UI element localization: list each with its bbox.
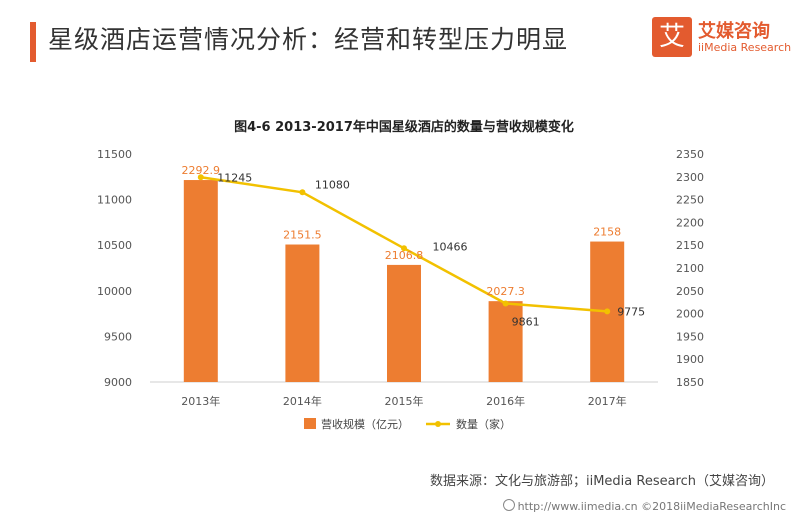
line-point bbox=[401, 245, 407, 252]
line-value-label: 11245 bbox=[217, 171, 252, 184]
right-axis-tick: 2250 bbox=[676, 194, 704, 207]
bar bbox=[285, 244, 320, 382]
watermark: http://www.iimedia.cn ©2018iiMediaResear… bbox=[502, 499, 786, 513]
x-axis-tick: 2014年 bbox=[283, 394, 322, 408]
legend-bar-swatch bbox=[304, 418, 316, 429]
bar bbox=[387, 264, 421, 382]
left-axis-tick: 11500 bbox=[97, 148, 132, 161]
brand-logo: 艾 艾媒咨询 iiMedia Research bbox=[652, 17, 792, 63]
right-axis-tick: 2300 bbox=[676, 171, 704, 184]
x-axis-tick: 2015年 bbox=[385, 394, 424, 408]
legend-line-label: 数量（家） bbox=[456, 417, 511, 431]
legend-bar-label: 营收规模（亿元） bbox=[321, 417, 409, 431]
x-axis-tick: 2016年 bbox=[486, 394, 525, 408]
page-title: 星级酒店运营情况分析：经营和转型压力明显 bbox=[48, 25, 569, 54]
line-value-label: 10466 bbox=[433, 240, 468, 253]
left-axis-tick: 9500 bbox=[104, 330, 132, 343]
line-value-label: 11080 bbox=[315, 178, 350, 191]
bar bbox=[183, 180, 218, 382]
right-axis-tick: 2100 bbox=[676, 262, 704, 275]
line-value-label: 9775 bbox=[617, 305, 645, 318]
bar bbox=[488, 301, 523, 382]
watermark-text: http://www.iimedia.cn ©2018iiMediaResear… bbox=[517, 500, 786, 513]
x-axis-tick: 2017年 bbox=[588, 394, 627, 408]
right-axis-tick: 2150 bbox=[676, 239, 704, 252]
line-value-label: 9861 bbox=[512, 315, 540, 328]
data-source: 数据来源：文化与旅游部；iiMedia Research（艾媒咨询） bbox=[429, 474, 774, 489]
line-point bbox=[299, 189, 306, 196]
right-axis-tick: 2050 bbox=[676, 285, 704, 298]
right-axis-tick: 1850 bbox=[676, 376, 704, 389]
title-accent-bar bbox=[30, 22, 36, 62]
bar-value-label: 2027.3 bbox=[486, 285, 525, 298]
chart-title: 图4-6 2013-2017年中国星级酒店的数量与营收规模变化 bbox=[234, 119, 574, 135]
line-point bbox=[604, 308, 611, 315]
link-icon bbox=[502, 499, 515, 511]
left-axis-tick: 10000 bbox=[97, 285, 132, 298]
bar-value-label: 2292.9 bbox=[182, 164, 221, 177]
x-axis-tick: 2013年 bbox=[181, 394, 220, 408]
right-axis-tick: 1900 bbox=[676, 353, 704, 366]
bar-value-label: 2151.5 bbox=[283, 229, 322, 242]
bar-value-label: 2106.8 bbox=[385, 249, 424, 262]
line-point bbox=[197, 174, 204, 181]
line-point bbox=[502, 300, 509, 307]
bar-value-label: 2158 bbox=[593, 226, 621, 239]
right-axis-tick: 2350 bbox=[676, 148, 704, 161]
right-axis-tick: 2000 bbox=[676, 308, 704, 321]
left-axis-tick: 11000 bbox=[97, 194, 132, 207]
right-axis-tick: 1950 bbox=[676, 330, 704, 343]
left-axis-tick: 9000 bbox=[104, 376, 132, 389]
left-axis-tick: 10500 bbox=[97, 239, 132, 252]
legend-line-marker bbox=[435, 421, 441, 427]
logo-english-text: iiMedia Research bbox=[698, 41, 792, 54]
logo-mark-icon: 艾 bbox=[652, 17, 692, 57]
logo-chinese-text: 艾媒咨询 bbox=[698, 21, 770, 42]
right-axis-tick: 2200 bbox=[676, 216, 704, 229]
